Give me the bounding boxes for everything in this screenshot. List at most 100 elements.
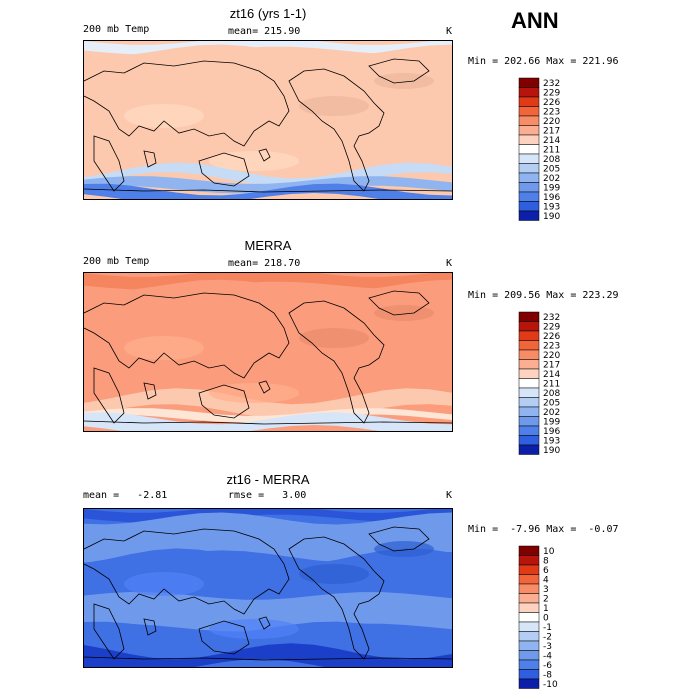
panel-1-minmax: Min = 202.66 Max = 221.96: [468, 56, 619, 67]
contour-band: [84, 621, 452, 658]
colorbar-swatch: [518, 583, 540, 594]
panel-1-mean-label: mean= 215.90: [228, 26, 301, 37]
contour-blob: [209, 383, 299, 403]
colorbar-swatch: [518, 115, 540, 126]
colorbar-tick-label: 226: [543, 98, 560, 108]
colorbar-tick-label: 205: [543, 164, 560, 174]
colorbar-swatch: [518, 406, 540, 417]
contour-blob: [299, 328, 369, 348]
contour-band: [84, 643, 452, 667]
colorbar-tick-label: 229: [543, 88, 560, 98]
colorbar-tick-label: 1: [543, 604, 549, 614]
colorbar-swatch: [518, 191, 540, 202]
panel-2-colorbar: 232 229 226 223 220 217 214 211 208 205 202 199 196 1…: [518, 311, 579, 462]
coastline: [368, 290, 430, 316]
colorbar-tick-label: 220: [543, 117, 560, 127]
colorbar-swatch: [518, 678, 540, 689]
contour-blob: [124, 572, 204, 596]
coastline: [143, 618, 157, 636]
colorbar-swatch: [518, 425, 540, 436]
colorbar-tick-label: 211: [543, 379, 560, 389]
colorbar-swatch: [518, 201, 540, 212]
panel-2-title: MERRA: [244, 238, 292, 253]
colorbar-tick-label: 8: [543, 556, 549, 566]
coastline: [84, 292, 290, 379]
contour-blob: [209, 619, 299, 639]
coastline: [368, 58, 430, 84]
colorbar-swatch: [518, 87, 540, 98]
colorbar-tick-label: -3: [543, 642, 552, 652]
colorbar-swatch: [518, 134, 540, 145]
colorbar-swatch: [518, 593, 540, 604]
colorbar-tick-label: 232: [543, 313, 560, 323]
coastline: [93, 603, 125, 660]
contour-band: [84, 44, 452, 177]
coastline: [84, 656, 452, 661]
colorbar-swatch: [518, 574, 540, 585]
colorbar-swatch: [518, 444, 540, 455]
colorbar-tick-label: 217: [543, 126, 560, 136]
panel-1-units-label: K: [446, 26, 453, 37]
colorbar-swatch: [518, 144, 540, 155]
colorbar-tick-label: 202: [543, 174, 560, 184]
colorbar-tick-label: 202: [543, 408, 560, 418]
colorbar-swatch: [518, 602, 540, 613]
colorbar-swatch: [518, 340, 540, 351]
colorbar-swatch: [518, 545, 540, 556]
coastline: [84, 528, 290, 615]
coastline: [93, 367, 125, 424]
colorbar-tick-label: -8: [543, 670, 552, 680]
colorbar-tick-label: 223: [543, 107, 560, 117]
panel-2-variable-label: 200 mb Temp: [83, 256, 150, 267]
contour-band: [84, 412, 452, 431]
colorbar-swatch: [518, 387, 540, 398]
coastline: [368, 526, 430, 552]
panel-3-rmse-label: rmse = 3.00: [228, 490, 307, 501]
contour-blob: [374, 73, 434, 89]
colorbar-tick-label: 211: [543, 145, 560, 155]
contour-blob: [209, 151, 299, 171]
colorbar-tick-label: 2: [543, 594, 549, 604]
coastline: [84, 60, 290, 147]
colorbar-tick-label: 226: [543, 332, 560, 342]
colorbar-tick-label: 214: [543, 136, 560, 146]
colorbar-swatch: [518, 669, 540, 680]
contour-blob: [124, 104, 204, 128]
colorbar-tick-label: 6: [543, 566, 549, 576]
colorbar-swatch: [518, 397, 540, 408]
colorbar-swatch: [518, 359, 540, 370]
colorbar-swatch: [518, 77, 540, 88]
colorbar-tick-label: 196: [543, 427, 560, 437]
colorbar-tick-label: 0: [543, 613, 549, 623]
colorbar-swatch: [518, 631, 540, 642]
contour-blob: [124, 336, 204, 360]
colorbar-swatch: [518, 125, 540, 136]
contour-blob: [299, 96, 369, 116]
panel-1-title: zt16 (yrs 1-1): [229, 6, 307, 21]
colorbar-tick-label: 193: [543, 436, 560, 446]
colorbar-tick-label: 190: [543, 212, 560, 222]
panel-3-units-label: K: [446, 490, 453, 501]
colorbar-swatch: [518, 330, 540, 341]
panel-1-variable-label: 200 mb Temp: [83, 24, 150, 35]
colorbar-tick-label: 208: [543, 389, 560, 399]
colorbar-swatch: [518, 106, 540, 117]
panel-3-minmax: Min = -7.96 Max = -0.07: [468, 524, 619, 535]
colorbar-swatch: [518, 555, 540, 566]
colorbar-tick-label: 190: [543, 446, 560, 456]
colorbar-swatch: [518, 349, 540, 360]
colorbar-tick-label: 196: [543, 193, 560, 203]
colorbar-tick-label: -6: [543, 661, 552, 671]
colorbar-swatch: [518, 172, 540, 183]
colorbar-tick-label: 205: [543, 398, 560, 408]
colorbar-swatch: [518, 640, 540, 651]
coastline: [198, 152, 250, 187]
coastline: [84, 420, 452, 425]
colorbar-tick-label: 10: [543, 547, 555, 557]
colorbar-swatch: [518, 621, 540, 632]
colorbar-swatch: [518, 378, 540, 389]
colorbar-swatch: [518, 153, 540, 164]
coastline: [288, 536, 385, 660]
panel-3-title: zt16 - MERRA: [226, 472, 310, 487]
contour-band: [84, 592, 452, 632]
